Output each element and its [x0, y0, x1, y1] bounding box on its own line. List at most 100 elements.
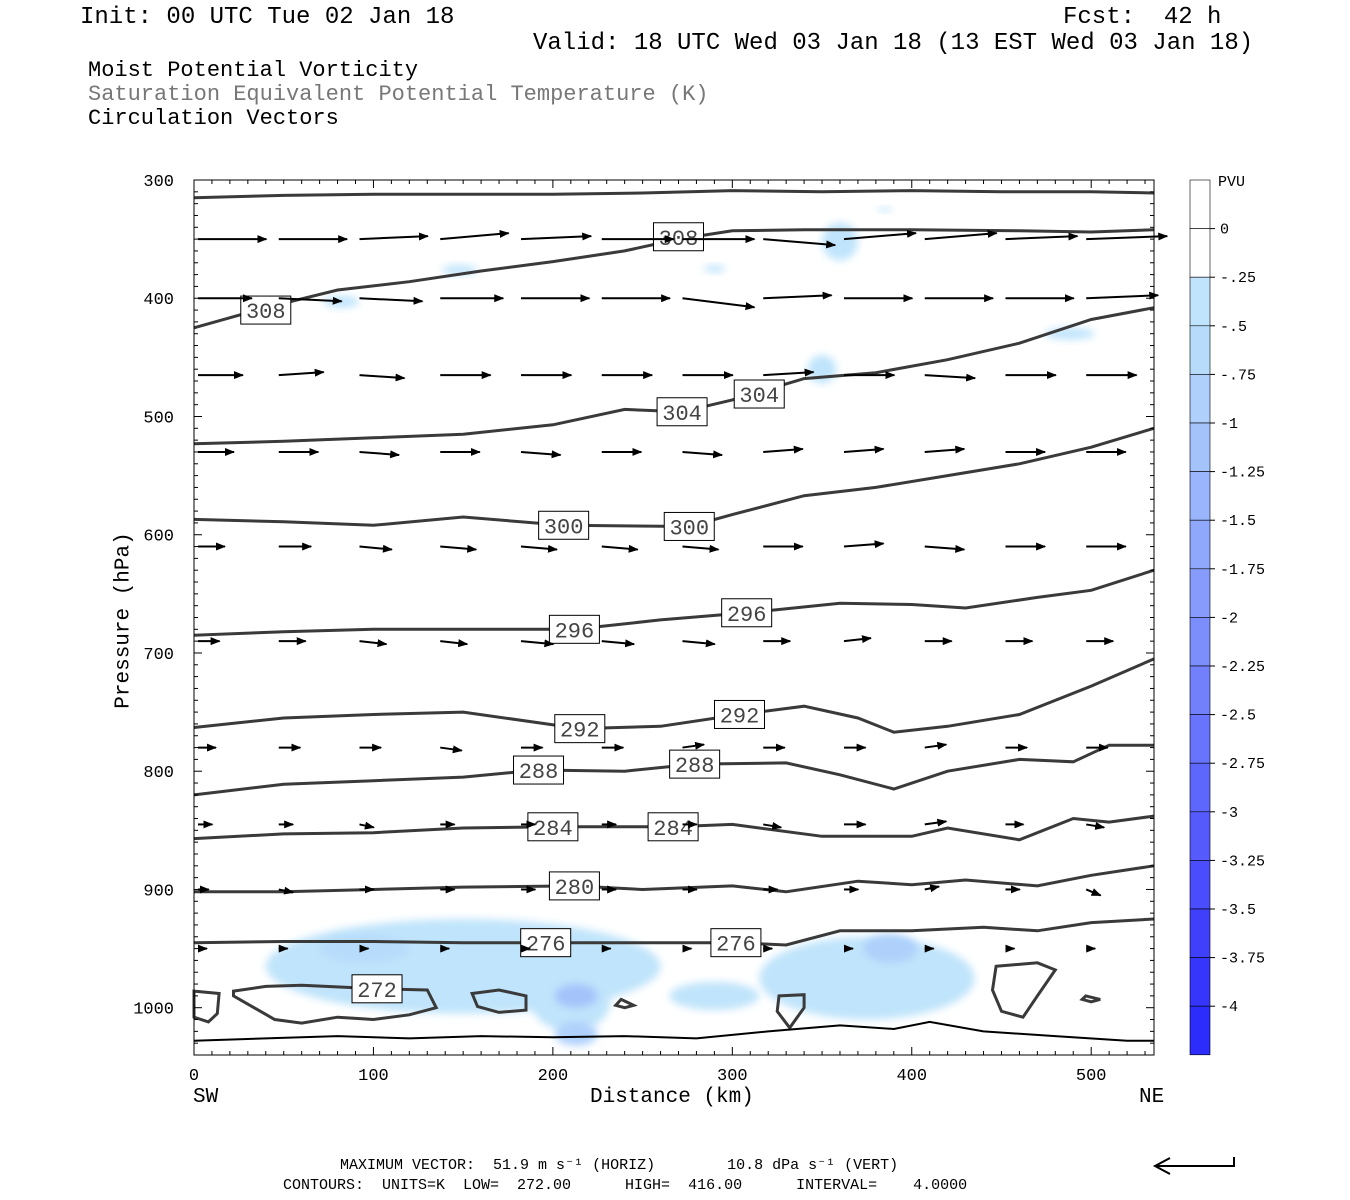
x-tick-label: 0 — [189, 1067, 199, 1086]
pv-fill-area — [554, 984, 598, 1008]
circulation-vector — [763, 291, 833, 300]
contour-label: 296 — [727, 603, 767, 628]
contour-label: 272 — [357, 979, 397, 1004]
contour-label: 280 — [555, 876, 595, 901]
circulation-vector-layer — [198, 229, 1169, 953]
init-time: Init: 00 UTC Tue 02 Jan 18 — [80, 4, 455, 31]
circulation-vector — [843, 540, 885, 549]
contour-label: 296 — [555, 619, 595, 644]
theta-es-contour — [193, 228, 1155, 330]
y-tick-label: 900 — [143, 882, 174, 901]
ground-curve — [193, 1020, 1154, 1042]
contour-label: 300 — [669, 516, 709, 541]
reference-vector — [1152, 1157, 1235, 1175]
circulation-vector — [924, 818, 948, 827]
theta-es-closed-contour — [612, 997, 638, 1010]
colorbar-label: -.25 — [1220, 270, 1256, 287]
contour-label-box — [669, 749, 721, 779]
circulation-vector — [1086, 232, 1169, 241]
circulation-vector — [843, 445, 885, 454]
circulation-vector — [1086, 822, 1106, 830]
circulation-vector — [924, 884, 941, 893]
colorbar-label: -3.25 — [1220, 853, 1265, 870]
circulation-vector — [682, 741, 706, 750]
pv-fill-area — [703, 265, 726, 273]
contour-label: 284 — [533, 817, 573, 842]
x-tick-label: 400 — [896, 1067, 927, 1086]
circulation-vector — [601, 639, 636, 648]
circulation-vector — [359, 373, 406, 382]
y-tick-label: 600 — [143, 528, 174, 547]
circulation-vector — [682, 544, 720, 553]
contour-label-box — [548, 871, 600, 901]
x-tick-label: 200 — [538, 1067, 569, 1086]
circulation-vector — [359, 544, 393, 553]
theta-es-closed-contour — [232, 983, 439, 1025]
circulation-vector — [359, 232, 429, 241]
circulation-vector — [843, 229, 917, 241]
pv-colorbar: PVU 0 -.25 -.5 -.75 -1 -1.25 -1.5 -1.75 -2 -2.25 -2… — [1189, 174, 1265, 1056]
pv-fill-area — [759, 936, 975, 1020]
colorbar-swatch — [1189, 228, 1211, 278]
contour-label-box — [351, 974, 403, 1004]
contour-label-box — [656, 397, 708, 427]
contour-label-box — [548, 614, 600, 644]
pv-fill-area — [877, 207, 893, 212]
colorbar-title: PVU — [1218, 174, 1245, 191]
pv-fill-layer — [265, 207, 1095, 1046]
y-tick-label: 1000 — [133, 1001, 174, 1020]
circulation-vector — [278, 296, 343, 305]
contour-label-box — [710, 928, 762, 958]
footer-max-vector: MAXIMUM VECTOR: 51.9 m s⁻¹ (HORIZ) 10.8 … — [340, 1157, 899, 1174]
colorbar-swatch — [1189, 519, 1211, 570]
colorbar-swatch — [1189, 471, 1211, 521]
circulation-vector — [520, 639, 555, 648]
y-tick-label: 800 — [143, 764, 174, 783]
colorbar-label: -.5 — [1220, 319, 1247, 336]
circulation-vector — [682, 639, 716, 648]
contour-label: 284 — [653, 817, 693, 842]
colorbar-label: -1.5 — [1220, 513, 1256, 530]
y-axis-label: Pressure (hPa) — [112, 532, 136, 709]
colorbar-swatch — [1189, 422, 1211, 472]
reference-vector-line — [1156, 1157, 1235, 1167]
contour-label-box — [554, 714, 606, 744]
circulation-vector — [763, 445, 804, 454]
contour-label-box — [733, 379, 785, 409]
circulation-vector — [843, 635, 872, 644]
colorbar-label: -2 — [1220, 610, 1238, 627]
colorbar-swatch — [1189, 617, 1211, 667]
circulation-vector — [359, 450, 401, 459]
circulation-vector — [1005, 232, 1079, 241]
y-tick-label: 500 — [143, 409, 174, 428]
circulation-vector — [278, 886, 295, 895]
contour-label: 304 — [739, 384, 779, 409]
colorbar-swatch — [1189, 908, 1211, 958]
theta-es-contour — [193, 568, 1155, 637]
colorbar-swatch — [1189, 568, 1211, 618]
colorbar-swatch — [1189, 179, 1211, 229]
colorbar-swatch — [1189, 957, 1211, 1007]
circulation-vector — [682, 297, 756, 311]
circulation-vector — [440, 745, 463, 754]
colorbar-label: -3 — [1220, 805, 1238, 822]
contour-label: 276 — [526, 933, 566, 958]
circulation-vector — [359, 296, 424, 305]
theta-es-closed-contour — [469, 988, 528, 1014]
theta-es-closed-contour — [990, 961, 1058, 1019]
circulation-vector — [763, 822, 783, 830]
circulation-vector — [924, 445, 966, 454]
circulation-vector — [682, 450, 724, 459]
colorbar-label: -3.75 — [1220, 951, 1265, 968]
colorbar-swatch — [1189, 762, 1211, 813]
circulation-vector — [763, 368, 815, 377]
pv-fill-area — [669, 981, 760, 1011]
circulation-vector — [440, 229, 510, 241]
circulation-vector — [601, 544, 639, 553]
circulation-vector — [924, 544, 966, 553]
theta-es-closed-contour — [775, 993, 806, 1031]
title-mpv: Moist Potential Vorticity — [88, 58, 419, 83]
theta-es-contour — [193, 426, 1155, 529]
title-vectors: Circulation Vectors — [88, 106, 339, 131]
